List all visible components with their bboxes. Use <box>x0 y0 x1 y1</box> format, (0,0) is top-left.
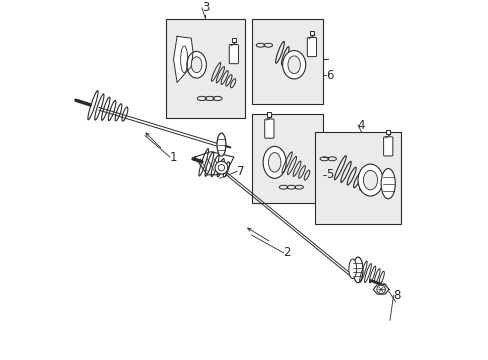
Bar <box>231 38 236 42</box>
FancyBboxPatch shape <box>251 114 322 203</box>
Ellipse shape <box>363 170 377 190</box>
FancyBboxPatch shape <box>264 119 273 138</box>
Ellipse shape <box>217 133 225 156</box>
Ellipse shape <box>352 257 362 283</box>
Text: 8: 8 <box>393 289 400 302</box>
Text: 1: 1 <box>169 150 177 163</box>
Bar <box>266 112 271 117</box>
Polygon shape <box>173 36 193 82</box>
Ellipse shape <box>263 147 285 178</box>
FancyBboxPatch shape <box>306 37 316 57</box>
FancyBboxPatch shape <box>315 132 400 224</box>
Ellipse shape <box>186 51 206 78</box>
Ellipse shape <box>282 50 305 79</box>
Text: 3: 3 <box>202 1 209 14</box>
Bar <box>309 31 313 35</box>
Ellipse shape <box>191 57 202 73</box>
FancyBboxPatch shape <box>251 19 322 104</box>
FancyBboxPatch shape <box>383 137 392 156</box>
Text: 5: 5 <box>325 168 333 181</box>
Polygon shape <box>194 152 233 175</box>
Text: 4: 4 <box>357 118 365 132</box>
Text: 7: 7 <box>237 165 244 178</box>
Ellipse shape <box>268 153 280 172</box>
Polygon shape <box>372 285 388 294</box>
Text: 6: 6 <box>325 69 333 82</box>
Circle shape <box>215 161 227 174</box>
Ellipse shape <box>287 56 300 74</box>
FancyBboxPatch shape <box>229 45 238 64</box>
Ellipse shape <box>348 259 356 279</box>
Ellipse shape <box>357 164 382 196</box>
Text: 2: 2 <box>283 246 290 259</box>
Ellipse shape <box>380 168 394 199</box>
Bar <box>386 130 389 134</box>
FancyBboxPatch shape <box>166 19 244 118</box>
